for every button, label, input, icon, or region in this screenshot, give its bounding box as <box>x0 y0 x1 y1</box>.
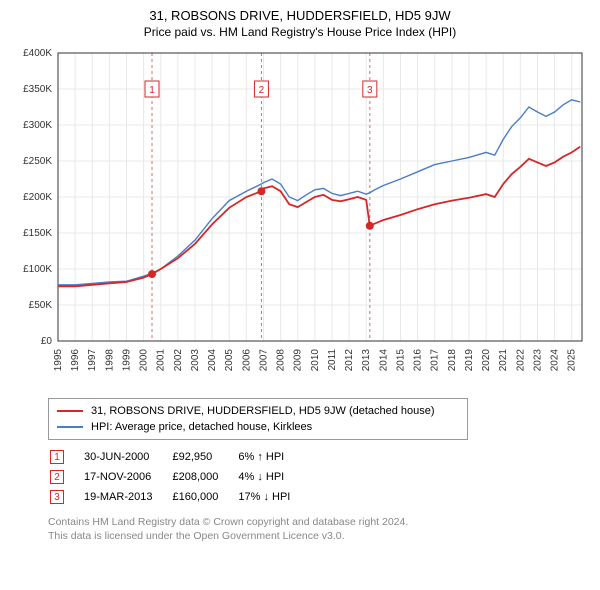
svg-text:£150K: £150K <box>23 228 52 239</box>
svg-text:2025: 2025 <box>567 349 578 372</box>
marker-number-box: 2 <box>50 470 64 484</box>
legend-label: HPI: Average price, detached house, Kirk… <box>91 421 312 433</box>
legend-row: 31, ROBSONS DRIVE, HUDDERSFIELD, HD5 9JW… <box>57 403 459 419</box>
svg-text:2007: 2007 <box>258 349 269 372</box>
svg-text:2010: 2010 <box>310 349 321 372</box>
svg-text:2003: 2003 <box>190 349 201 372</box>
svg-text:2020: 2020 <box>481 349 492 372</box>
svg-text:2023: 2023 <box>532 349 543 372</box>
svg-text:2022: 2022 <box>515 349 526 372</box>
tx-price: £160,000 <box>172 488 236 506</box>
svg-text:2017: 2017 <box>430 349 441 372</box>
svg-text:£350K: £350K <box>23 84 52 95</box>
svg-text:2024: 2024 <box>550 349 561 372</box>
price-chart: £0 £50K £100K £150K £200K £250K £300K £350K £400… <box>10 45 590 390</box>
svg-text:2006: 2006 <box>241 349 252 372</box>
svg-text:1996: 1996 <box>70 349 81 372</box>
tx-price: £92,950 <box>172 448 236 466</box>
footer-line-1: Contains HM Land Registry data © Crown c… <box>48 516 590 530</box>
svg-text:£300K: £300K <box>23 120 52 131</box>
svg-text:2000: 2000 <box>139 349 150 372</box>
svg-text:£0: £0 <box>41 336 53 347</box>
svg-text:2: 2 <box>259 85 265 96</box>
legend-row: HPI: Average price, detached house, Kirk… <box>57 419 459 435</box>
svg-text:£200K: £200K <box>23 192 52 203</box>
svg-text:3: 3 <box>367 85 373 96</box>
svg-text:1: 1 <box>149 85 155 96</box>
svg-text:2011: 2011 <box>327 349 338 371</box>
chart-svg: £0 £50K £100K £150K £200K £250K £300K £350K £400… <box>10 45 590 385</box>
footer: Contains HM Land Registry data © Crown c… <box>48 516 590 543</box>
tx-delta: 17% ↓ HPI <box>238 488 308 506</box>
marker-number-box: 1 <box>50 450 64 464</box>
transactions-table: 1 30-JUN-2000£92,9506% ↑ HPI 2 17-NOV-2006£… <box>48 446 310 508</box>
svg-text:2001: 2001 <box>156 349 167 372</box>
chart-title: 31, ROBSONS DRIVE, HUDDERSFIELD, HD5 9JW <box>10 8 590 23</box>
svg-text:2018: 2018 <box>447 349 458 372</box>
legend-label: 31, ROBSONS DRIVE, HUDDERSFIELD, HD5 9JW… <box>91 405 435 417</box>
svg-text:£250K: £250K <box>23 156 52 167</box>
transaction-row: 1 30-JUN-2000£92,9506% ↑ HPI <box>50 448 308 466</box>
legend: 31, ROBSONS DRIVE, HUDDERSFIELD, HD5 9JW… <box>48 398 468 440</box>
transaction-row: 2 17-NOV-2006£208,0004% ↓ HPI <box>50 468 308 486</box>
svg-text:2015: 2015 <box>395 349 406 372</box>
legend-swatch <box>57 410 83 412</box>
legend-swatch <box>57 426 83 428</box>
svg-text:2004: 2004 <box>207 349 218 372</box>
svg-text:£50K: £50K <box>29 300 53 311</box>
svg-text:1997: 1997 <box>87 349 98 372</box>
chart-subtitle: Price paid vs. HM Land Registry's House … <box>10 25 590 39</box>
svg-text:2021: 2021 <box>498 349 509 372</box>
tx-price: £208,000 <box>172 468 236 486</box>
svg-text:2014: 2014 <box>378 349 389 372</box>
tx-date: 19-MAR-2013 <box>84 488 170 506</box>
svg-text:2012: 2012 <box>344 349 355 372</box>
footer-line-2: This data is licensed under the Open Gov… <box>48 530 590 544</box>
svg-text:2005: 2005 <box>224 349 235 372</box>
svg-text:1998: 1998 <box>104 349 115 372</box>
svg-text:2009: 2009 <box>293 349 304 372</box>
tx-delta: 6% ↑ HPI <box>238 448 308 466</box>
transaction-row: 3 19-MAR-2013£160,00017% ↓ HPI <box>50 488 308 506</box>
svg-text:£400K: £400K <box>23 48 52 59</box>
tx-date: 30-JUN-2000 <box>84 448 170 466</box>
svg-text:2016: 2016 <box>413 349 424 372</box>
svg-text:1999: 1999 <box>121 349 132 372</box>
svg-text:2013: 2013 <box>361 349 372 372</box>
marker-number-box: 3 <box>50 490 64 504</box>
svg-text:2008: 2008 <box>276 349 287 372</box>
tx-date: 17-NOV-2006 <box>84 468 170 486</box>
svg-text:1995: 1995 <box>53 349 64 372</box>
svg-text:2002: 2002 <box>173 349 184 372</box>
svg-text:2019: 2019 <box>464 349 475 372</box>
svg-text:£100K: £100K <box>23 264 52 275</box>
tx-delta: 4% ↓ HPI <box>238 468 308 486</box>
